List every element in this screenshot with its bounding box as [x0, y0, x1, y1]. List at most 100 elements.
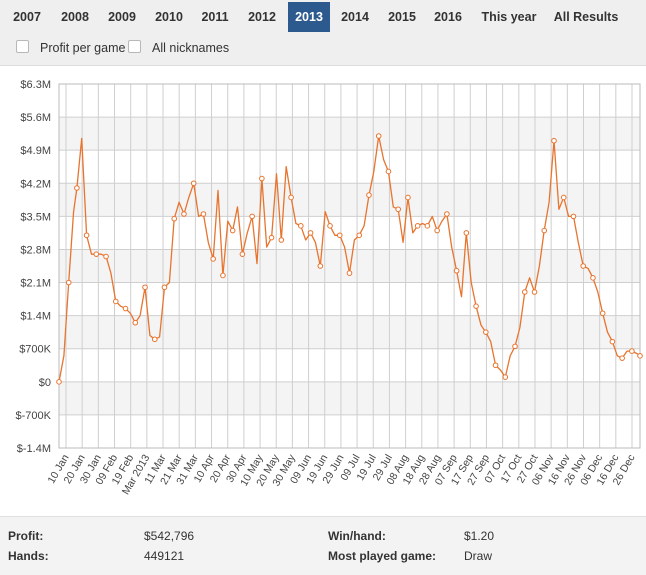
profit-data-point	[444, 211, 450, 217]
profit-data-point	[161, 284, 168, 291]
profit-data-point	[366, 192, 372, 198]
profit-data-point	[346, 270, 353, 276]
tab-2010[interactable]: 2010	[155, 10, 183, 24]
most-played-game-label: Most played game:	[328, 549, 437, 563]
profit-label: Profit:	[8, 529, 44, 543]
profit-value: $542,796	[144, 529, 195, 543]
profit-data-point	[268, 234, 275, 241]
profit-data-point	[414, 223, 421, 229]
profit-data-point	[307, 230, 314, 236]
profit-data-point	[473, 303, 479, 309]
y-tick-label: $6.3M	[20, 79, 51, 91]
y-tick-label: $4.9M	[20, 145, 51, 157]
profit-data-point	[113, 298, 119, 305]
win-per-hand-value: $1.20	[464, 529, 495, 543]
y-tick-label: $4.2M	[20, 178, 51, 190]
profit-chart: $6.3M $5.6M $4.9M $4.2M $3.5M $2.8M $2.1M $1.4M…	[0, 67, 646, 512]
hands-value: 449121	[144, 549, 185, 563]
option-all-nicknames[interactable]: All nicknames	[128, 40, 238, 58]
chart-band	[59, 117, 640, 151]
profit-per-game-checkbox[interactable]	[16, 40, 29, 53]
profit-data-point	[171, 215, 178, 222]
profit-data-point	[551, 137, 557, 144]
profit-data-point	[83, 232, 90, 239]
tab-2015[interactable]: 2015	[388, 10, 416, 24]
profit-data-point	[259, 175, 265, 182]
profit-data-point	[210, 256, 216, 262]
y-tick-label: $-700K	[16, 410, 52, 422]
chart-band	[59, 381, 640, 415]
profit-data-point	[570, 213, 577, 220]
y-tick-label: $-1.4M	[17, 443, 51, 455]
profit-data-point	[93, 251, 100, 257]
profit-data-point	[512, 343, 518, 350]
profit-data-point	[65, 279, 72, 286]
profit-data-point	[327, 223, 333, 229]
profit-data-point	[375, 133, 382, 139]
profit-data-point	[560, 194, 567, 201]
y-tick-label: $2.8M	[20, 244, 51, 256]
profit-data-point	[56, 379, 62, 385]
tab-2008[interactable]: 2008	[61, 10, 89, 24]
profit-data-point	[132, 319, 139, 326]
tab-2014[interactable]: 2014	[341, 10, 369, 24]
profit-data-point	[453, 267, 460, 274]
tab-all-results[interactable]: All Results	[553, 10, 619, 24]
profit-data-point	[317, 263, 324, 269]
profit-data-point	[122, 305, 129, 312]
profit-data-point	[424, 223, 431, 229]
profit-data-point	[190, 180, 197, 187]
profit-data-point	[103, 253, 109, 260]
profit-data-point	[278, 237, 285, 243]
tab-2011[interactable]: 2011	[201, 10, 229, 24]
chart-band	[59, 315, 640, 349]
y-tick-label: $700K	[19, 344, 51, 356]
profit-data-point	[629, 348, 635, 354]
all-nicknames-label: All nicknames	[152, 41, 230, 55]
profit-data-point	[502, 374, 509, 380]
y-tick-label: $5.6M	[20, 112, 51, 124]
tab-2007[interactable]: 2007	[13, 10, 41, 24]
profit-data-point	[142, 284, 148, 291]
profit-data-point	[492, 362, 499, 369]
y-tick-label: $2.1M	[20, 278, 51, 290]
profit-data-point	[463, 230, 470, 236]
profit-data-point	[181, 211, 187, 217]
profit-per-game-label: Profit per game	[40, 41, 126, 55]
chart-band	[59, 183, 640, 217]
tab-2009[interactable]: 2009	[108, 10, 136, 24]
profit-data-point	[580, 263, 586, 269]
profit-data-point	[483, 329, 489, 335]
tab-2012[interactable]: 2012	[248, 10, 276, 24]
tab-2013[interactable]: 2013	[288, 2, 330, 32]
chart-band	[59, 249, 640, 283]
most-played-game-value: Draw	[464, 549, 493, 563]
profit-data-point	[637, 353, 643, 359]
win-per-hand-label: Win/hand:	[328, 529, 386, 543]
profit-chart-svg: $6.3M $5.6M $4.9M $4.2M $3.5M $2.8M $2.1M $1.4M…	[16, 79, 643, 497]
plot-border	[58, 83, 641, 449]
profit-data-point	[385, 168, 392, 175]
tab-this-year[interactable]: This year	[481, 10, 537, 24]
profit-data-point	[249, 213, 255, 220]
profit-data-point	[200, 211, 207, 217]
y-tick-label: $0	[39, 377, 51, 389]
all-nicknames-checkbox[interactable]	[128, 40, 141, 53]
profit-data-point	[229, 227, 236, 234]
profit-data-point	[336, 232, 343, 239]
profit-data-point	[599, 310, 606, 317]
summary-panel: Profit: $542,796 Hands: 449121 Win/hand:…	[0, 516, 646, 575]
option-profit-per-game[interactable]: Profit per game	[16, 40, 136, 58]
hands-label: Hands:	[8, 549, 49, 563]
filter-bar: 2007 2008 2009 2010 2011 2012 2013 2014 …	[0, 0, 646, 66]
profit-data-point	[434, 227, 440, 234]
y-tick-label: $3.5M	[20, 211, 51, 223]
y-tick-label: $1.4M	[20, 311, 51, 323]
profit-data-point	[356, 232, 363, 239]
tab-2016[interactable]: 2016	[434, 10, 462, 24]
profit-data-point	[239, 251, 246, 257]
profit-data-point	[521, 289, 528, 295]
profit-data-point	[151, 336, 158, 343]
profit-data-point	[74, 185, 80, 191]
profit-data-point	[541, 227, 548, 234]
